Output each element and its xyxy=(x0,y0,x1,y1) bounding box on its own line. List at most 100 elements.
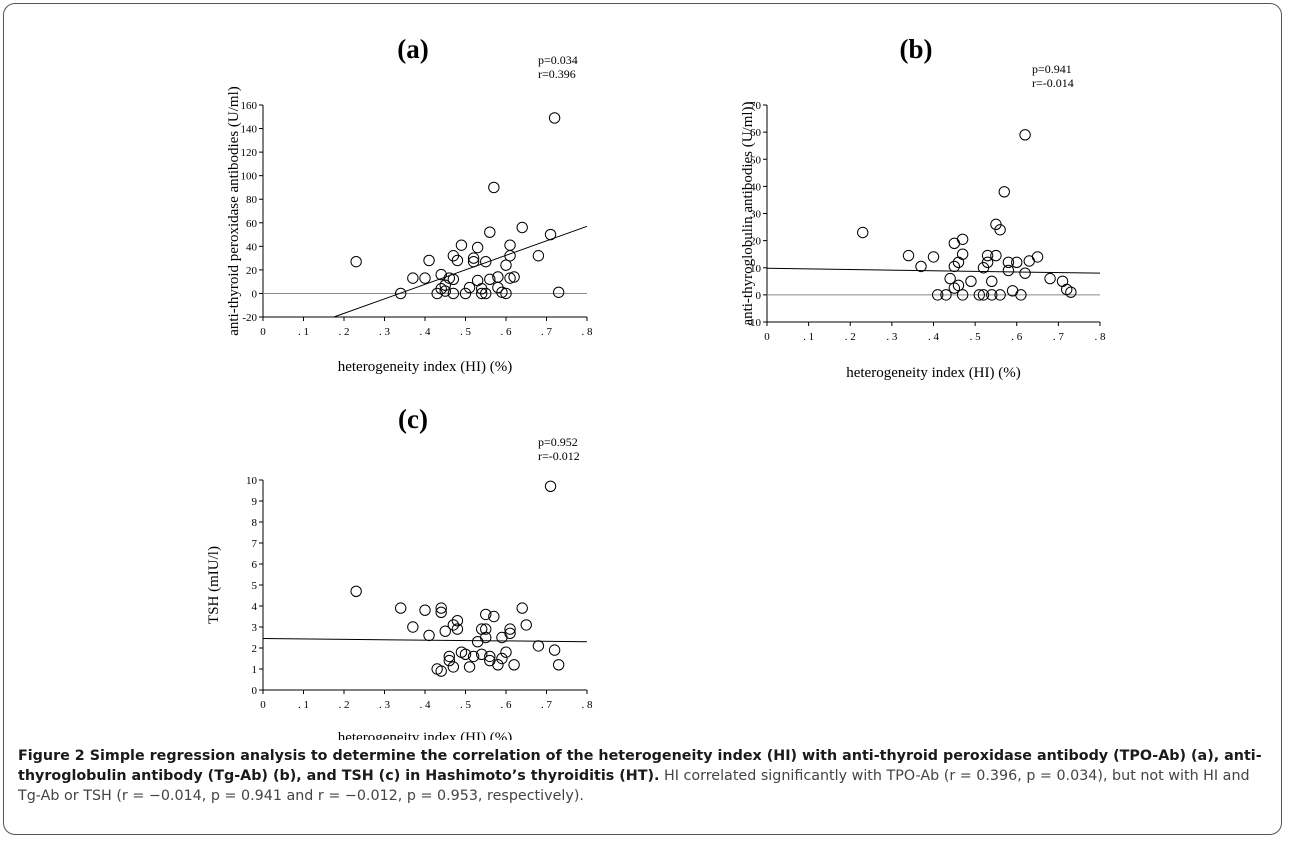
data-point xyxy=(902,249,915,262)
data-point xyxy=(1056,275,1069,288)
data-point xyxy=(508,659,520,671)
data-point xyxy=(407,272,419,284)
data-point xyxy=(451,254,464,267)
x-tick-label: . 8 xyxy=(1095,331,1107,343)
x-tick-label: 0 xyxy=(260,326,266,338)
x-tick-label: . 1 xyxy=(298,699,309,711)
data-point xyxy=(484,226,496,238)
data-point xyxy=(500,646,512,658)
y-tick-label: 6 xyxy=(252,559,258,571)
data-point xyxy=(350,255,362,268)
data-point xyxy=(467,255,480,268)
data-point xyxy=(504,239,516,251)
x-tick-label: . 7 xyxy=(1053,331,1065,343)
data-point xyxy=(504,272,516,284)
x-tick-label: . 5 xyxy=(460,699,472,711)
data-point xyxy=(552,659,565,671)
y-tick-label: -10 xyxy=(746,317,761,329)
data-point xyxy=(395,602,407,614)
y-tick-label: 10 xyxy=(246,475,258,487)
data-point xyxy=(944,272,956,285)
data-point xyxy=(940,289,952,301)
r-value-text: r=-0.014 xyxy=(1032,76,1074,90)
data-point xyxy=(504,627,516,639)
data-point xyxy=(516,602,528,614)
y-tick-label: 0 xyxy=(756,290,762,302)
data-point xyxy=(1015,289,1027,301)
data-point xyxy=(439,625,451,637)
data-point xyxy=(520,619,532,631)
data-point xyxy=(948,260,961,273)
data-point xyxy=(973,289,985,301)
data-point xyxy=(1002,256,1015,269)
data-point xyxy=(480,255,492,268)
x-tick-label: . 1 xyxy=(803,331,814,343)
y-tick-label: 0 xyxy=(252,288,258,300)
data-point xyxy=(1011,256,1023,269)
data-point xyxy=(488,610,500,623)
y-tick-label: 7 xyxy=(252,538,258,550)
x-tick-label: . 8 xyxy=(582,699,594,711)
data-point xyxy=(492,271,504,283)
data-point xyxy=(447,273,460,286)
p-value-text: p=0.952 xyxy=(538,435,578,449)
x-tick-label: . 3 xyxy=(379,699,391,711)
regression-line xyxy=(766,267,1101,274)
data-point xyxy=(1019,267,1031,279)
y-axis-title: TSH (mIU/l) xyxy=(206,546,222,624)
x-tick-label: . 4 xyxy=(928,331,940,343)
data-point xyxy=(981,256,994,269)
data-point xyxy=(443,272,455,284)
data-point xyxy=(459,287,472,300)
y-axis-title: anti-thyroid peroxidase antibodies (U/ml… xyxy=(226,86,242,336)
data-point xyxy=(435,268,447,281)
data-point xyxy=(857,226,869,239)
data-point xyxy=(544,480,557,492)
regression-line xyxy=(262,638,588,643)
data-point xyxy=(504,623,516,635)
data-point xyxy=(435,665,447,677)
y-tick-label: -20 xyxy=(242,312,257,324)
data-point xyxy=(455,239,468,251)
y-tick-label: 160 xyxy=(241,100,258,112)
data-point xyxy=(927,251,940,263)
panel-label: (c) xyxy=(398,404,428,434)
data-point xyxy=(443,650,455,663)
y-tick-label: 60 xyxy=(750,127,762,139)
y-tick-label: 80 xyxy=(246,194,258,206)
x-tick-label: . 2 xyxy=(845,331,856,343)
data-point xyxy=(459,648,472,660)
x-tick-label: . 6 xyxy=(1011,331,1023,343)
regression-line xyxy=(333,225,588,318)
data-point xyxy=(439,279,451,291)
x-tick-label: 0 xyxy=(260,699,266,711)
data-point xyxy=(447,661,460,673)
x-tick-label: . 8 xyxy=(582,326,594,338)
y-tick-label: 5 xyxy=(252,580,258,592)
data-point xyxy=(508,271,520,283)
data-point xyxy=(931,289,944,301)
data-point xyxy=(952,279,965,292)
r-value-text: r=0.396 xyxy=(538,67,576,81)
y-tick-label: 0 xyxy=(252,685,258,697)
data-point xyxy=(467,650,480,663)
x-tick-label: . 5 xyxy=(460,326,472,338)
y-tick-label: 100 xyxy=(241,171,258,183)
data-point xyxy=(956,233,969,245)
data-point xyxy=(548,644,561,656)
data-point xyxy=(496,652,508,665)
y-tick-label: 70 xyxy=(750,100,762,112)
y-tick-label: 9 xyxy=(252,496,258,508)
x-axis-title: heterogeneity index (HI) (%) xyxy=(338,730,513,740)
data-point xyxy=(451,615,464,627)
y-tick-label: 10 xyxy=(750,263,762,275)
data-point xyxy=(548,112,561,124)
data-point xyxy=(492,659,504,671)
figure-caption: Figure 2 Simple regression analysis to d… xyxy=(18,746,1270,806)
y-tick-label: 1 xyxy=(252,664,258,676)
y-tick-label: 8 xyxy=(252,517,258,529)
data-point xyxy=(552,286,565,298)
data-point xyxy=(480,631,492,644)
